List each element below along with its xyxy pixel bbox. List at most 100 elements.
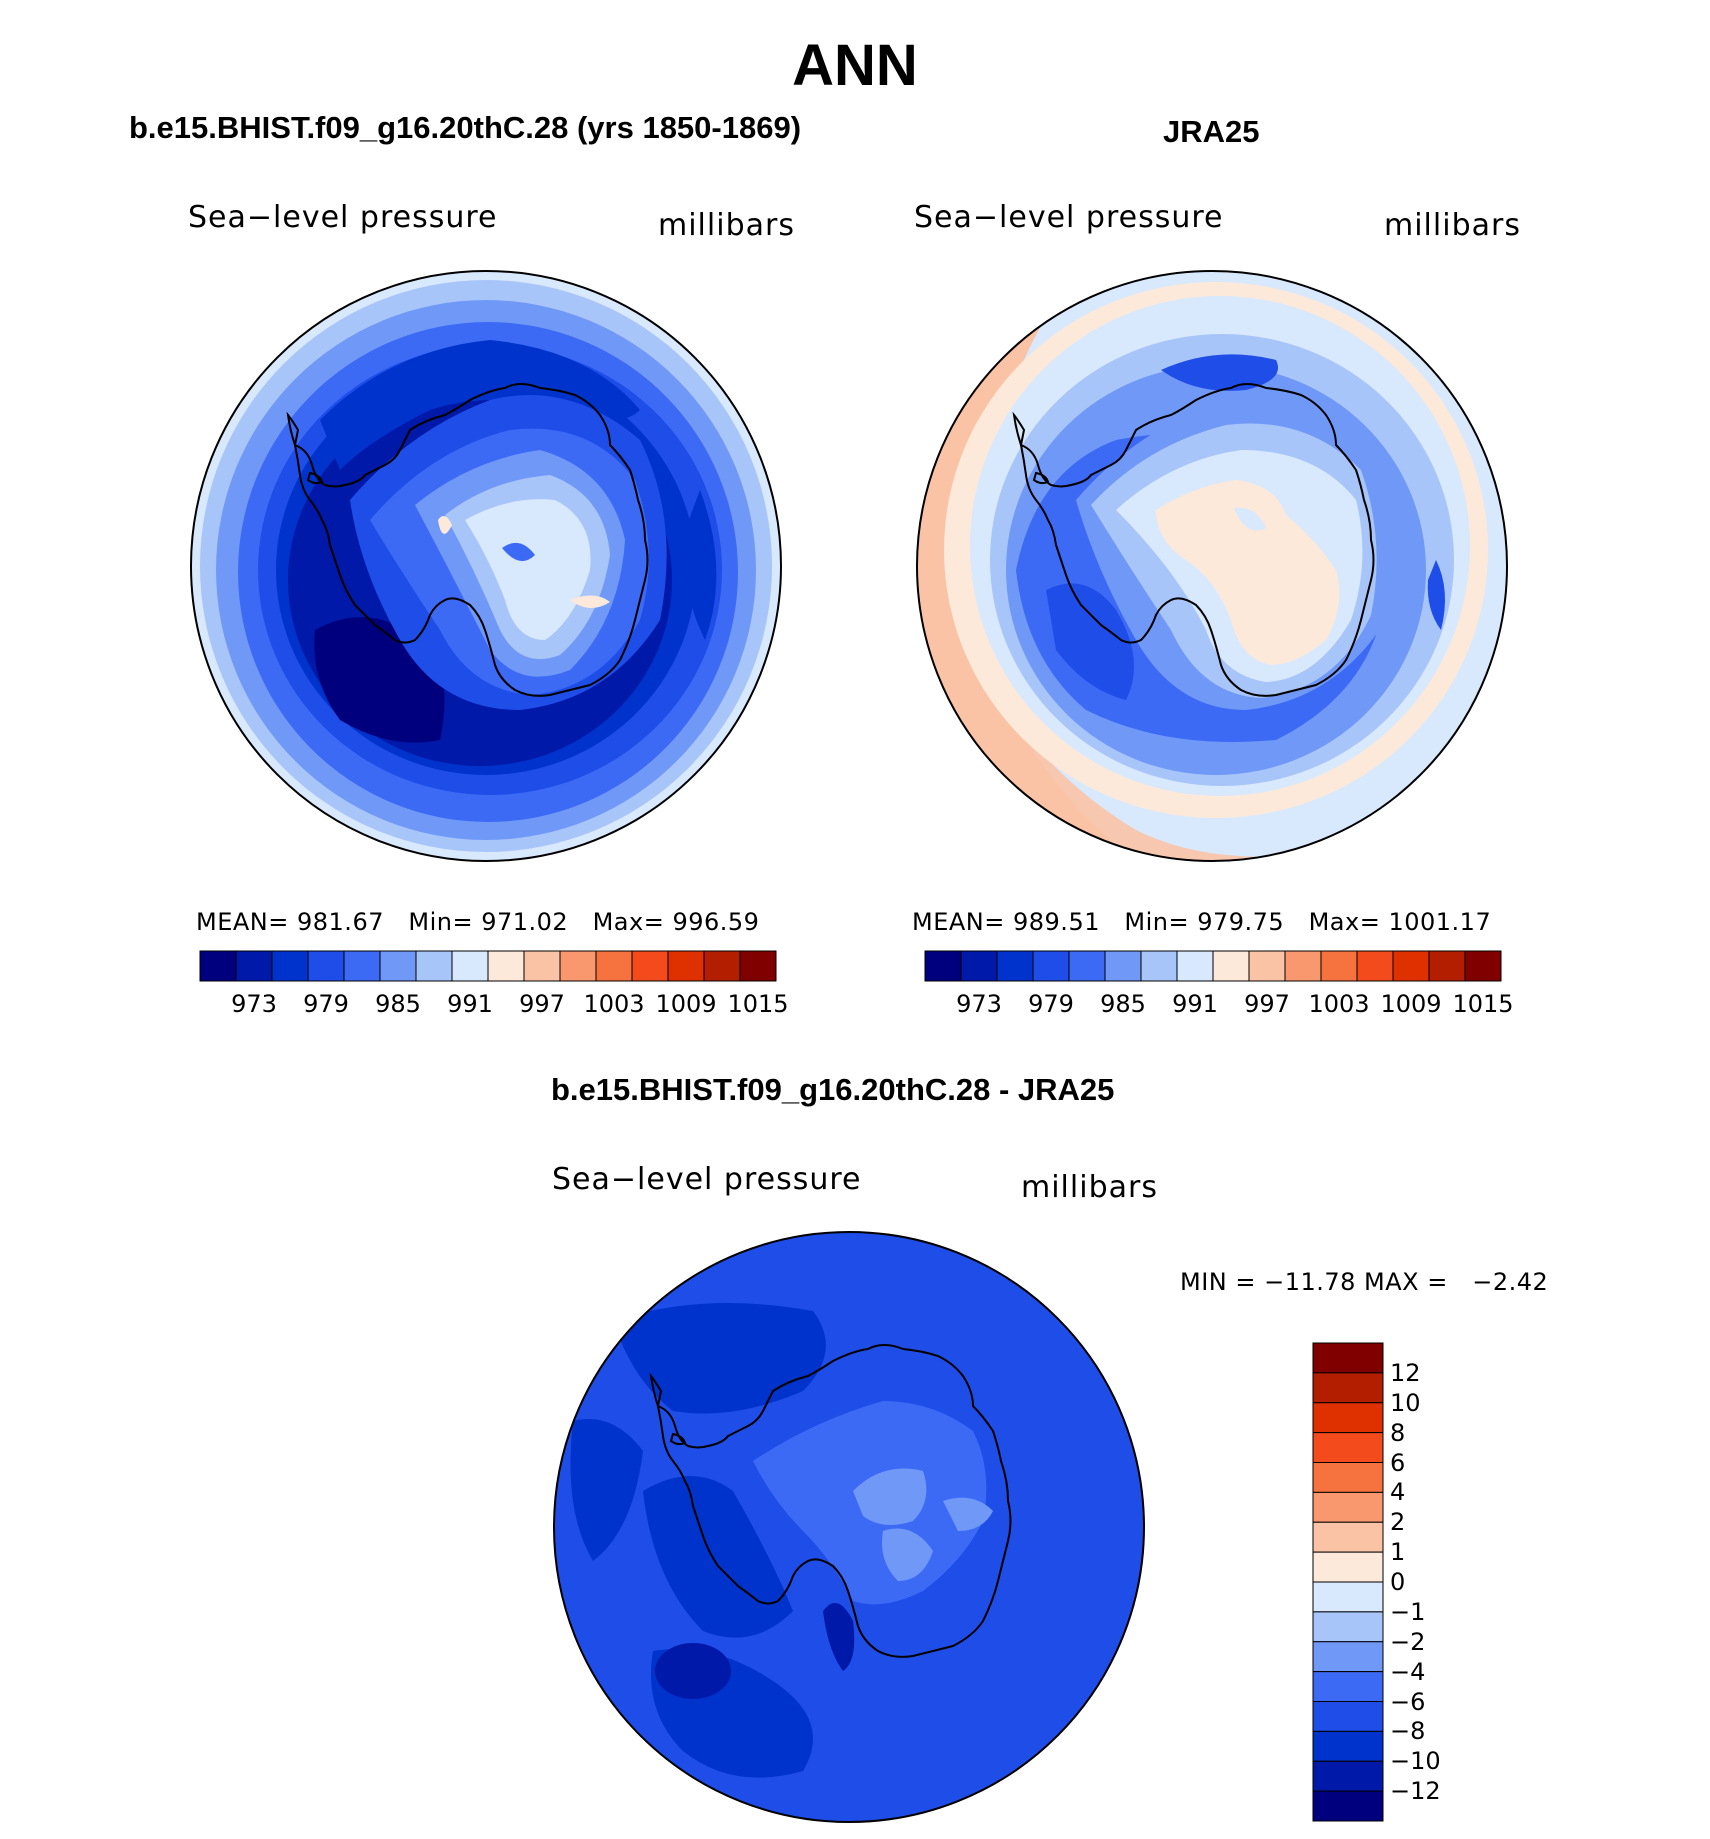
mean-value: 981.67 <box>297 908 384 936</box>
colorbar-swatch <box>1312 1701 1384 1732</box>
colorbar-ticks-diff: 12 10 8 6 4 2 1 0 −1 −2 −4 −6 −8 −10 −12 <box>1388 1343 1478 1821</box>
colorbar-ticks-obs: 973 979 985 991 997 1003 1009 1015 <box>925 990 1513 1020</box>
colorbar-model <box>199 950 777 982</box>
map-model <box>190 270 782 862</box>
colorbar-swatch <box>343 950 381 982</box>
colorbar-swatch <box>1312 1491 1384 1523</box>
minmax-diff: MIN = −11.78 MAX = −2.42 <box>1180 1268 1549 1296</box>
colorbar-swatch <box>667 950 705 982</box>
colorbar-swatch <box>1104 950 1142 982</box>
colorbar-tick-label: 1003 <box>583 990 645 1018</box>
panel-title-diff: b.e15.BHIST.f09_g16.20thC.28 - JRA25 <box>551 1072 1115 1107</box>
colorbar-tick-label: 6 <box>1390 1448 1406 1477</box>
max-value: 996.59 <box>672 908 760 936</box>
colorbar-swatch <box>996 950 1034 982</box>
colorbar-tick-label: 991 <box>447 990 493 1018</box>
variable-label-diff: Sea−level pressure <box>552 1162 862 1197</box>
colorbar-swatch <box>631 950 669 982</box>
colorbar-tick-label: 991 <box>1172 990 1218 1018</box>
colorbar-tick-label: 12 <box>1390 1358 1421 1387</box>
colorbar-swatch <box>1312 1760 1384 1792</box>
colorbar-tick-label: −2 <box>1390 1627 1426 1656</box>
colorbar-ticks-model: 973 979 985 991 997 1003 1009 1015 <box>200 990 788 1020</box>
colorbar-tick-label: 985 <box>375 990 421 1018</box>
colorbar-tick-label: 973 <box>231 990 277 1018</box>
colorbar-tick-label: 10 <box>1390 1388 1421 1417</box>
colorbar-tick-label: −6 <box>1390 1687 1426 1716</box>
colorbar-swatch <box>1312 1342 1384 1374</box>
mean-value: 989.51 <box>1013 908 1100 936</box>
min-value: 979.75 <box>1197 908 1285 936</box>
mean-label: MEAN= <box>912 908 1005 936</box>
colorbar-swatch <box>924 950 962 982</box>
colorbar-tick-label: 985 <box>1100 990 1146 1018</box>
colorbar-tick-label: 2 <box>1390 1508 1406 1537</box>
units-label-model: millibars <box>658 208 795 243</box>
colorbar-swatch <box>1212 950 1250 982</box>
colorbar-swatch <box>1312 1611 1384 1643</box>
colorbar-tick-label: 1015 <box>727 990 789 1018</box>
colorbar-tick-label: 973 <box>956 990 1002 1018</box>
colorbar-swatch <box>595 950 633 982</box>
colorbar-tick-label: 1 <box>1390 1538 1406 1567</box>
colorbar-swatch <box>1312 1551 1384 1583</box>
colorbar-tick-label: −1 <box>1390 1597 1426 1626</box>
colorbar-swatch <box>1312 1462 1384 1493</box>
colorbar-diff <box>1312 1342 1384 1822</box>
units-label-diff: millibars <box>1021 1170 1158 1205</box>
colorbar-tick-label: 1003 <box>1308 990 1370 1018</box>
stats-model: MEAN= 981.67 Min= 971.02 Max= 996.59 <box>196 908 759 936</box>
colorbar-swatch <box>703 950 741 982</box>
colorbar-tick-label: 4 <box>1390 1478 1406 1507</box>
colorbar-tick-label: 1009 <box>655 990 717 1018</box>
colorbar-tick-label: 1015 <box>1452 990 1514 1018</box>
colorbar-tick-label: 1009 <box>1380 990 1442 1018</box>
variable-label-model: Sea−level pressure <box>188 200 498 235</box>
variable-label-obs: Sea−level pressure <box>914 200 1224 235</box>
colorbar-swatch <box>199 950 237 982</box>
max-value: 1001.17 <box>1388 908 1492 936</box>
colorbar-swatch <box>1312 1671 1384 1702</box>
colorbar-swatch <box>960 950 998 982</box>
colorbar-swatch <box>1320 950 1358 982</box>
colorbar-swatch <box>1248 950 1286 982</box>
colorbar-swatch <box>1140 950 1178 982</box>
colorbar-tick-label: −10 <box>1390 1747 1441 1776</box>
colorbar-swatch <box>1312 1521 1384 1553</box>
map-obs <box>916 270 1508 862</box>
colorbar-swatch <box>1176 950 1214 982</box>
min-value: 971.02 <box>481 908 569 936</box>
colorbar-swatch <box>1312 1730 1384 1762</box>
colorbar-swatch <box>1312 1790 1384 1822</box>
colorbar-swatch <box>235 950 273 982</box>
colorbar-swatch <box>739 950 777 982</box>
min-label: Min= <box>1124 908 1190 936</box>
colorbar-tick-label: 8 <box>1390 1418 1406 1447</box>
colorbar-swatch <box>1428 950 1466 982</box>
colorbar-swatch <box>1312 1641 1384 1673</box>
colorbar-tick-label: −8 <box>1390 1717 1426 1746</box>
colorbar-swatch <box>1068 950 1106 982</box>
colorbar-swatch <box>1312 1581 1384 1613</box>
colorbar-swatch <box>487 950 525 982</box>
colorbar-tick-label: 979 <box>303 990 349 1018</box>
colorbar-swatch <box>1032 950 1070 982</box>
colorbar-tick-label: 997 <box>519 990 565 1018</box>
min-label: Min= <box>408 908 474 936</box>
colorbar-swatch <box>1392 950 1430 982</box>
colorbar-swatch <box>379 950 417 982</box>
colorbar-swatch <box>559 950 597 982</box>
colorbar-tick-label: −4 <box>1390 1657 1426 1686</box>
colorbar-tick-label: −12 <box>1390 1777 1441 1806</box>
colorbar-swatch <box>1312 1402 1384 1434</box>
units-label-obs: millibars <box>1384 208 1521 243</box>
panel-title-model: b.e15.BHIST.f09_g16.20thC.28 (yrs 1850-1… <box>129 110 802 145</box>
colorbar-tick-label: 0 <box>1390 1568 1406 1596</box>
colorbar-swatch <box>307 950 345 982</box>
mean-label: MEAN= <box>196 908 289 936</box>
colorbar-swatch <box>1312 1372 1384 1404</box>
stats-obs: MEAN= 989.51 Min= 979.75 Max= 1001.17 <box>912 908 1491 936</box>
colorbar-swatch <box>1464 950 1502 982</box>
colorbar-swatch <box>415 950 453 982</box>
main-title: ANN <box>792 33 918 98</box>
